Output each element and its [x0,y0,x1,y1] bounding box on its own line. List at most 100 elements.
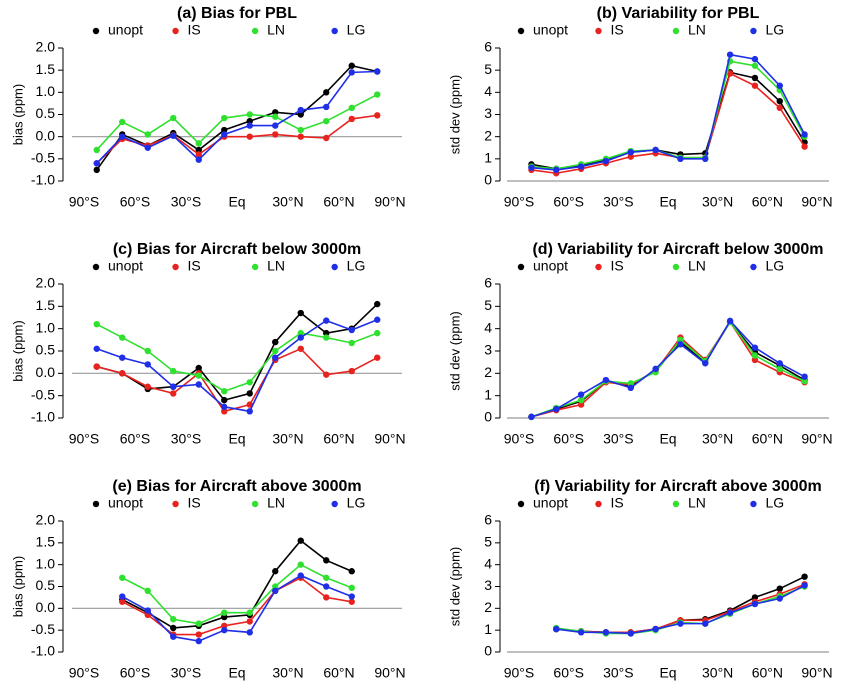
data-point [195,151,202,158]
y-tick-label: -1.0 [31,172,55,188]
legend-label: IS [610,258,623,274]
data-point [577,629,585,636]
data-point [170,114,177,122]
data-point [119,118,126,126]
y-tick-label: -0.5 [31,621,55,637]
data-point [702,360,709,367]
data-point [348,115,355,123]
legend-label: LN [267,22,285,38]
data-point [246,111,253,118]
x-tick-label: 30°N [702,194,733,210]
legend-label: IS [188,22,201,38]
y-tick-label: 2.0 [36,512,56,528]
legend-label: IS [188,495,201,511]
data-point [297,561,304,568]
data-point [702,155,709,163]
data-point [374,112,381,119]
y-tick-label: 2 [484,599,492,615]
data-point [221,131,228,138]
data-point [348,104,355,112]
legend-label: unopt [533,495,568,511]
data-point [323,371,330,378]
data-point [553,625,560,633]
data-point [348,593,355,600]
legend-label: LG [765,258,784,274]
series-line [531,72,806,175]
series-line [121,539,353,629]
x-tick-label: 90°S [504,665,535,681]
data-point [195,631,202,638]
data-point [93,166,100,174]
data-point [776,104,783,112]
data-point [221,408,228,415]
data-point [297,126,304,134]
legend-marker [595,27,602,35]
data-point [751,62,759,69]
legend-marker [331,500,338,508]
series-line [121,574,353,642]
panel-title: (c) Bias for Aircraft below 3000m [113,241,361,258]
data-point [195,637,202,645]
data-point [751,344,759,351]
y-axis-label: bias (ppm) [10,84,25,145]
x-tick-label: Eq [659,665,676,681]
x-tick-label: 30°S [171,194,202,210]
data-point [195,372,202,379]
legend-label: unopt [108,22,143,38]
y-tick-label: 0.0 [36,599,56,615]
y-tick-label: 5 [484,534,492,550]
legend-label: IS [188,258,201,274]
x-tick-label: 60°S [120,431,151,447]
data-point [144,361,151,368]
x-tick-label: 90°N [374,431,405,447]
data-point [246,408,253,415]
data-point [652,625,659,633]
data-point [528,164,535,171]
y-axis-label: bias (ppm) [10,556,25,617]
data-point [553,166,560,174]
panel-title: (a) Bias for PBL [177,5,297,22]
x-tick-label: 90°N [801,431,832,447]
x-tick-label: 90°S [69,431,100,447]
data-point [776,585,783,592]
data-point [801,143,808,150]
legend-label: LG [765,495,784,511]
series-line [96,64,378,171]
x-tick-label: 30°S [603,194,634,210]
data-point [627,380,634,387]
y-tick-label: -0.5 [31,150,55,166]
x-tick-label: 60°S [120,665,151,681]
x-tick-label: 60°N [752,665,783,681]
y-tick-label: 3 [484,105,492,121]
data-point [801,573,808,580]
data-point [272,338,279,346]
data-point [751,82,759,89]
data-point [93,160,100,167]
series-line [96,318,378,413]
data-point [627,384,634,392]
series-line [121,563,353,625]
data-point [170,132,177,139]
data-point [348,598,355,605]
x-tick-label: 60°N [323,194,354,210]
series-line [96,323,378,393]
y-tick-label: 2 [484,364,492,380]
y-tick-label: 4 [484,555,492,571]
data-point [323,583,330,590]
data-point [348,584,355,592]
y-tick-label: 0.0 [36,127,56,143]
data-point [221,114,228,122]
x-tick-label: 90°S [504,194,535,210]
y-tick-label: 4 [484,83,492,99]
data-point [144,347,151,355]
y-tick-label: 4 [484,319,492,335]
data-point [374,329,381,337]
y-tick-label: 5 [484,61,492,77]
data-point [221,403,228,411]
x-tick-label: 60°S [553,665,584,681]
legend-label: IS [610,22,623,38]
series-line [531,319,805,418]
data-point [221,609,228,616]
data-point [323,89,330,96]
data-point [577,163,585,170]
